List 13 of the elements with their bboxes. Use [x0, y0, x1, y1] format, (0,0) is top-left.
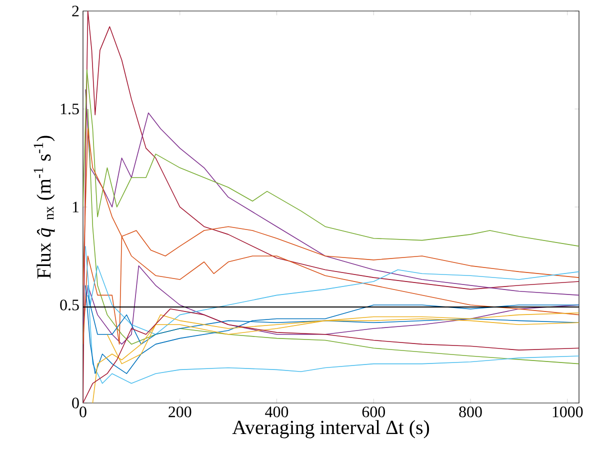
y-tick-label: 2 — [72, 6, 79, 16]
y-tick-label: 0 — [72, 398, 79, 408]
x-tick-label: 1000 — [552, 406, 583, 418]
x-tick-label: 600 — [362, 406, 385, 418]
x-tick-label: 200 — [168, 406, 192, 418]
y-tick-label: 1 — [72, 202, 79, 212]
y-axis-title: Flux q̂$_{nx}$ (m$^{-1}$ s$^{-1}$) — [34, 136, 55, 278]
y-tick-label: 0.5 — [60, 300, 79, 310]
x-tick-label: 400 — [265, 406, 288, 418]
x-tick-label: 0 — [80, 406, 86, 418]
x-tick-label: 800 — [459, 406, 482, 418]
x-axis-title: Averaging interval Δt (s) — [232, 420, 430, 438]
y-tick-label: 1.5 — [60, 104, 79, 114]
